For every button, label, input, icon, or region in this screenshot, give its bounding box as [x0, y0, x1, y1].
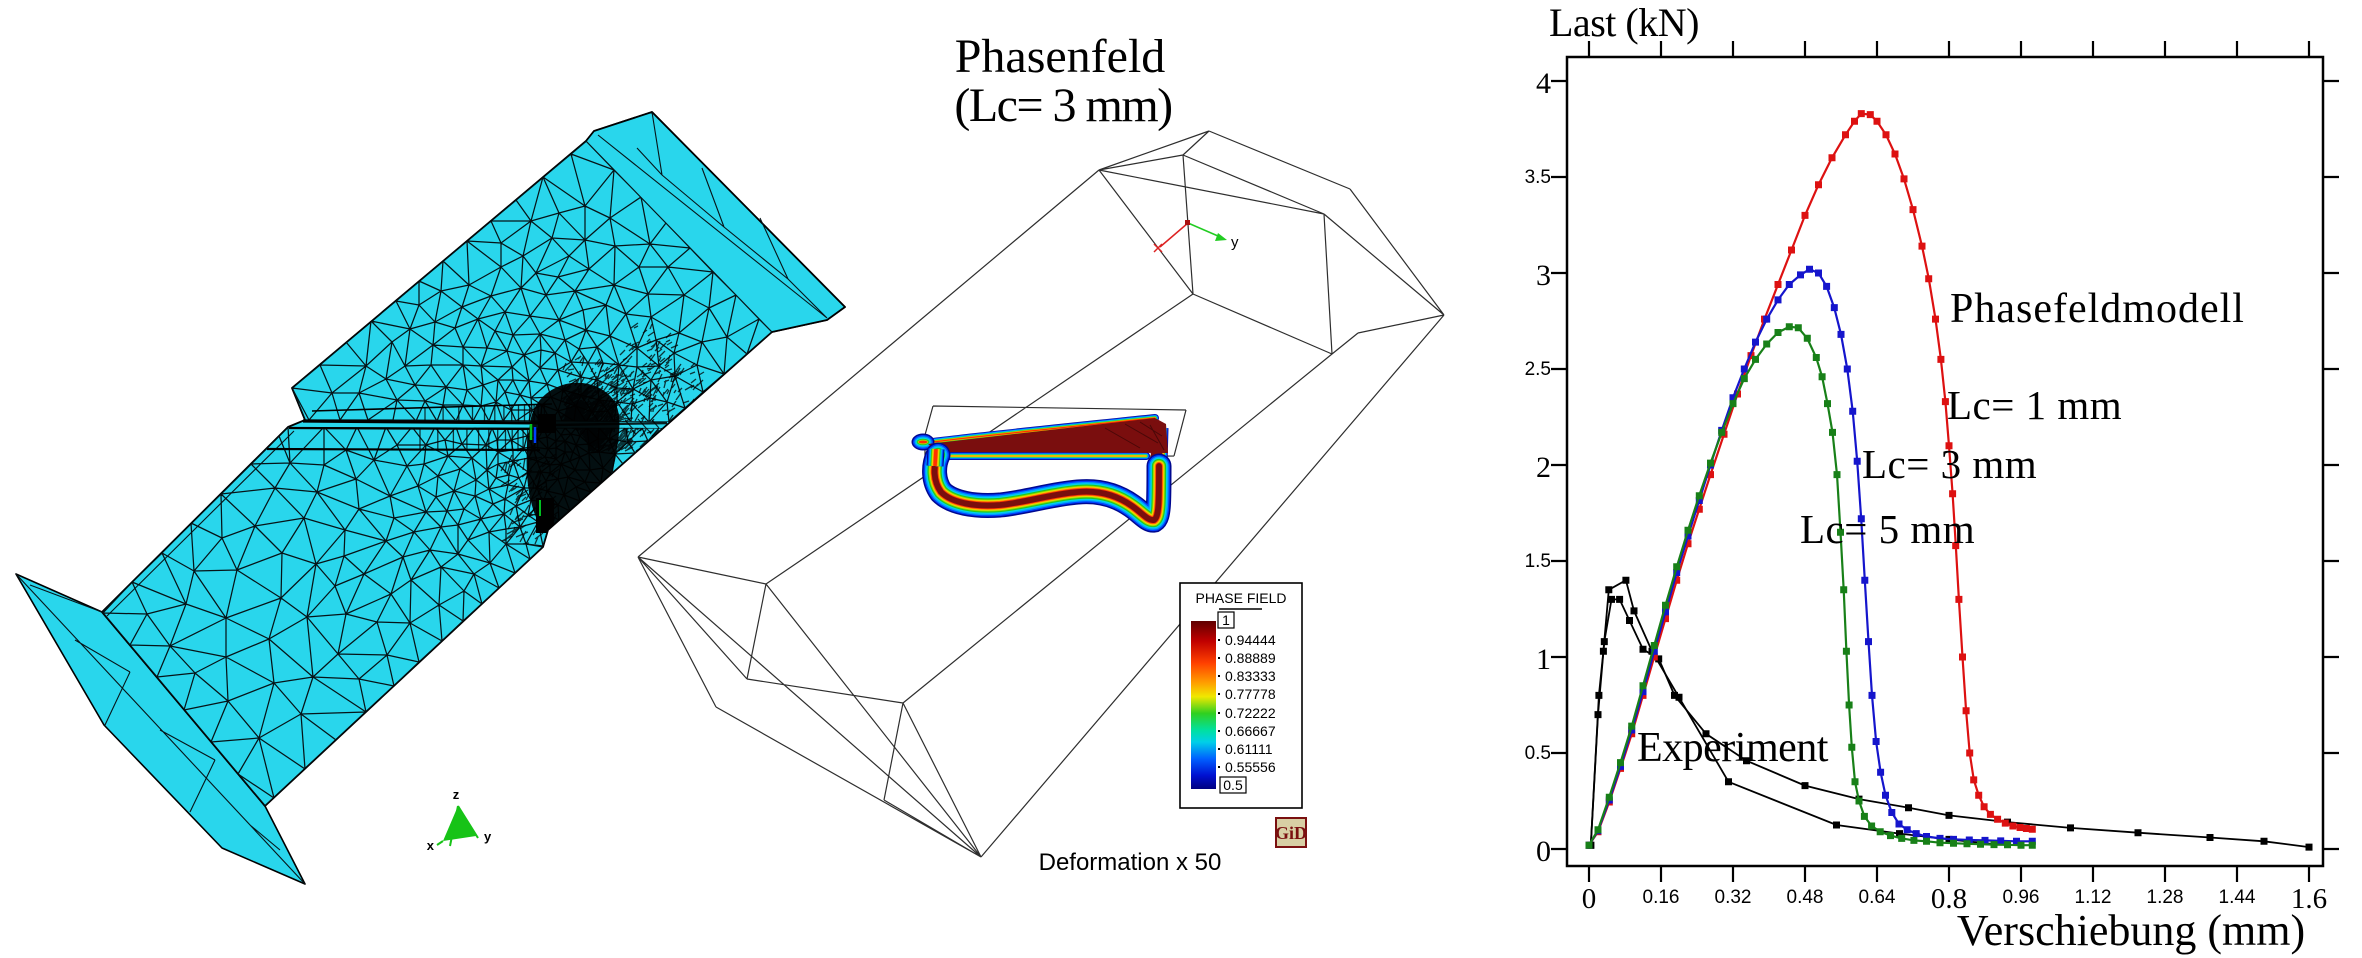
- svg-text:1: 1: [1222, 612, 1230, 628]
- svg-text:0: 0: [1536, 835, 1551, 868]
- svg-text:2: 2: [1536, 451, 1551, 484]
- svg-text:0.64: 0.64: [1859, 887, 1896, 908]
- svg-text:1.5: 1.5: [1525, 551, 1551, 572]
- svg-text:Lc= 3 mm: Lc= 3 mm: [1862, 441, 2037, 487]
- svg-text:0.77778: 0.77778: [1225, 686, 1276, 702]
- svg-text:0.8: 0.8: [1931, 883, 1967, 915]
- svg-text:1.6: 1.6: [2291, 883, 2327, 915]
- svg-text:(Lc= 3 mm): (Lc= 3 mm): [954, 79, 1171, 132]
- svg-text:0.48: 0.48: [1787, 887, 1824, 908]
- svg-text:x: x: [427, 838, 435, 853]
- svg-text:Lc= 1 mm: Lc= 1 mm: [1947, 382, 2122, 428]
- svg-text:1.28: 1.28: [2147, 887, 2184, 908]
- svg-text:0.16: 0.16: [1643, 887, 1680, 908]
- svg-text:1: 1: [1536, 643, 1551, 676]
- svg-text:0: 0: [1582, 883, 1597, 915]
- svg-text:0.61111: 0.61111: [1225, 741, 1273, 757]
- svg-text:y: y: [1231, 234, 1239, 251]
- svg-text:Experiment: Experiment: [1637, 725, 1829, 771]
- svg-text:1.12: 1.12: [2075, 887, 2112, 908]
- svg-text:4: 4: [1536, 67, 1551, 100]
- svg-text:Lc= 5 mm: Lc= 5 mm: [1800, 506, 1975, 552]
- svg-text:0.72222: 0.72222: [1225, 705, 1276, 721]
- svg-text:0.66667: 0.66667: [1225, 723, 1276, 739]
- svg-text:3: 3: [1536, 259, 1551, 292]
- svg-text:2.5: 2.5: [1525, 359, 1551, 380]
- svg-text:0.88889: 0.88889: [1225, 650, 1276, 666]
- svg-text:3.5: 3.5: [1525, 167, 1551, 188]
- svg-text:z: z: [453, 787, 460, 802]
- svg-text:Verschiebung (mm): Verschiebung (mm): [1957, 906, 2305, 955]
- svg-text:0.94444: 0.94444: [1225, 632, 1276, 648]
- svg-text:1.44: 1.44: [2219, 887, 2256, 908]
- svg-text:GiD: GiD: [1275, 823, 1307, 843]
- svg-text:Last (kN): Last (kN): [1549, 0, 1699, 45]
- svg-text:0.32: 0.32: [1715, 887, 1752, 908]
- svg-text:0.55556: 0.55556: [1225, 759, 1276, 775]
- svg-text:0.5: 0.5: [1525, 743, 1551, 764]
- svg-text:Phasefeldmodell: Phasefeldmodell: [1950, 286, 2245, 332]
- svg-text:Deformation x 50: Deformation x 50: [1039, 849, 1222, 876]
- svg-text:y: y: [484, 829, 492, 844]
- svg-text:0.5: 0.5: [1223, 777, 1243, 793]
- svg-text:PHASE FIELD: PHASE FIELD: [1195, 590, 1286, 606]
- svg-text:0.83333: 0.83333: [1225, 668, 1276, 684]
- svg-text:Phasenfeld: Phasenfeld: [955, 30, 1166, 83]
- svg-text:0.96: 0.96: [2003, 887, 2040, 908]
